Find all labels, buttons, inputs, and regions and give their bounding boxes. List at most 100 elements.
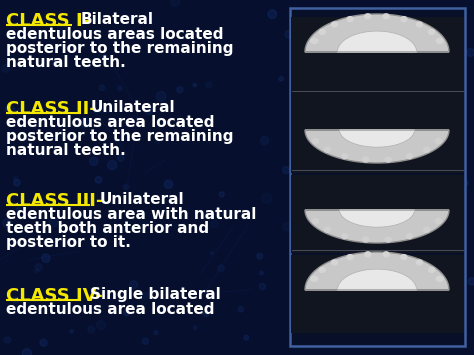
Circle shape: [412, 62, 416, 66]
Ellipse shape: [342, 154, 348, 159]
Ellipse shape: [435, 138, 441, 143]
Circle shape: [416, 224, 422, 231]
Ellipse shape: [436, 38, 443, 43]
Circle shape: [283, 223, 291, 230]
Polygon shape: [337, 31, 417, 52]
Text: natural teeth.: natural teeth.: [6, 143, 126, 158]
Circle shape: [257, 253, 263, 259]
Circle shape: [435, 42, 438, 46]
Text: edentulous area with natural: edentulous area with natural: [6, 207, 256, 222]
Ellipse shape: [347, 255, 353, 260]
Circle shape: [353, 316, 356, 320]
Circle shape: [99, 85, 105, 91]
Circle shape: [285, 31, 292, 38]
Circle shape: [388, 283, 393, 288]
Text: Bilateral: Bilateral: [81, 12, 154, 27]
Circle shape: [16, 108, 23, 115]
Circle shape: [412, 233, 416, 237]
Circle shape: [415, 66, 422, 73]
Circle shape: [156, 92, 166, 101]
Circle shape: [145, 107, 153, 115]
Circle shape: [358, 285, 366, 294]
Circle shape: [203, 311, 209, 317]
Ellipse shape: [383, 252, 389, 257]
Ellipse shape: [424, 227, 430, 232]
Circle shape: [428, 280, 438, 289]
Circle shape: [244, 335, 249, 340]
Ellipse shape: [424, 147, 430, 152]
Circle shape: [259, 283, 265, 290]
Circle shape: [115, 138, 119, 142]
Text: Single bilateral: Single bilateral: [90, 287, 221, 302]
Ellipse shape: [385, 237, 391, 242]
Text: edentulous area located: edentulous area located: [6, 302, 215, 317]
Circle shape: [97, 321, 105, 329]
Circle shape: [4, 337, 10, 343]
Bar: [291, 95, 464, 173]
Text: posterior to the remaining: posterior to the remaining: [6, 41, 234, 56]
Circle shape: [171, 0, 180, 6]
Circle shape: [389, 266, 397, 274]
Circle shape: [356, 65, 362, 70]
Circle shape: [211, 220, 218, 228]
Circle shape: [206, 82, 211, 88]
Ellipse shape: [319, 267, 325, 272]
Circle shape: [410, 119, 417, 126]
Circle shape: [14, 180, 20, 186]
Text: edentulous areas located: edentulous areas located: [6, 27, 224, 42]
Circle shape: [351, 63, 360, 72]
Circle shape: [409, 315, 413, 319]
Circle shape: [17, 208, 20, 212]
Ellipse shape: [383, 14, 389, 19]
Circle shape: [392, 115, 400, 123]
Circle shape: [218, 265, 225, 272]
Circle shape: [462, 332, 466, 337]
Ellipse shape: [436, 277, 443, 282]
Circle shape: [432, 15, 436, 18]
Polygon shape: [305, 130, 449, 163]
Ellipse shape: [363, 157, 369, 162]
Circle shape: [279, 77, 283, 81]
Circle shape: [317, 251, 324, 258]
Circle shape: [349, 203, 355, 209]
Circle shape: [80, 118, 90, 128]
Circle shape: [42, 254, 50, 262]
Ellipse shape: [311, 38, 318, 43]
Circle shape: [10, 131, 14, 134]
Circle shape: [142, 292, 149, 299]
Circle shape: [2, 219, 11, 228]
Ellipse shape: [365, 252, 371, 257]
Bar: [291, 175, 464, 253]
Circle shape: [292, 314, 301, 323]
Circle shape: [193, 83, 196, 87]
Circle shape: [210, 251, 214, 255]
Circle shape: [300, 64, 303, 67]
Ellipse shape: [417, 260, 422, 265]
Circle shape: [22, 349, 32, 355]
Circle shape: [118, 155, 124, 161]
Circle shape: [260, 271, 263, 275]
Circle shape: [382, 130, 392, 140]
Ellipse shape: [313, 219, 319, 224]
Circle shape: [354, 54, 363, 64]
Circle shape: [381, 45, 387, 51]
Circle shape: [155, 139, 160, 144]
Polygon shape: [305, 210, 449, 243]
Circle shape: [154, 331, 158, 334]
Circle shape: [90, 157, 98, 165]
Circle shape: [434, 136, 438, 140]
Circle shape: [447, 151, 454, 157]
Circle shape: [391, 131, 396, 137]
Circle shape: [49, 218, 58, 227]
Text: CLASS II-: CLASS II-: [6, 100, 97, 118]
Circle shape: [142, 338, 148, 344]
Circle shape: [108, 160, 117, 170]
Ellipse shape: [332, 260, 337, 265]
Ellipse shape: [347, 17, 353, 22]
Circle shape: [456, 230, 461, 236]
Circle shape: [5, 105, 15, 115]
Circle shape: [467, 49, 474, 56]
Circle shape: [118, 86, 122, 91]
Text: CLASS I-: CLASS I-: [6, 12, 90, 30]
Text: Unilateral: Unilateral: [100, 192, 184, 207]
